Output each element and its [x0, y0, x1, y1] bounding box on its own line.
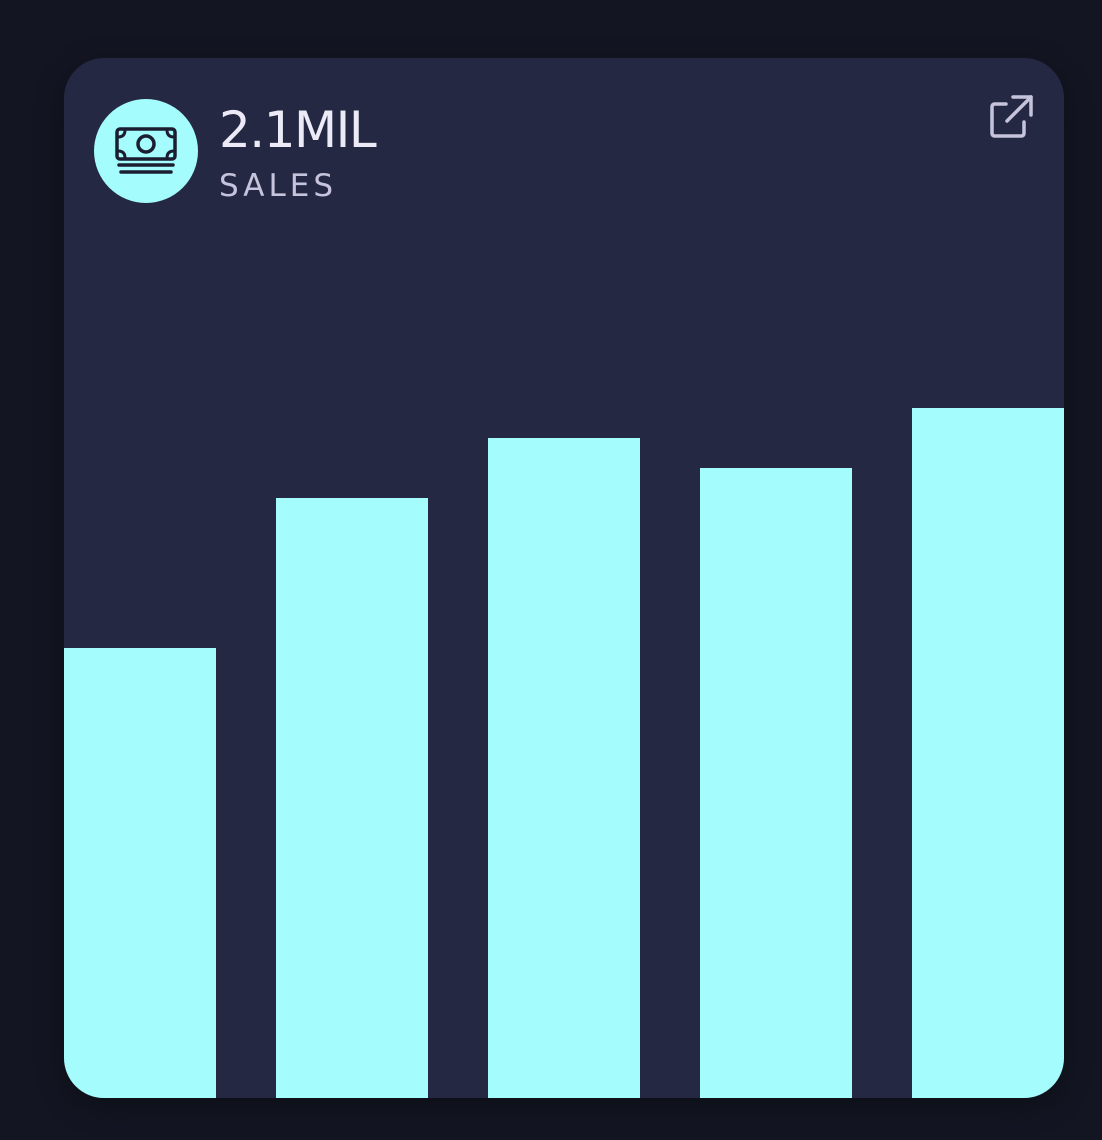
bar-4: [700, 468, 852, 1098]
external-link-button[interactable]: [986, 94, 1034, 142]
external-link-icon: [990, 95, 1033, 138]
sales-bar-chart: [64, 408, 1064, 1098]
bar-5: [912, 408, 1064, 1098]
money-bill-icon: [115, 127, 177, 174]
sales-icon-badge: [94, 99, 198, 203]
sales-label: SALES: [219, 168, 337, 204]
bar-1: [64, 648, 216, 1098]
sales-card: 2.1MIL SALES: [64, 58, 1064, 1098]
sales-value: 2.1MIL: [219, 101, 377, 159]
bar-3: [488, 438, 640, 1098]
bar-2: [276, 498, 428, 1098]
